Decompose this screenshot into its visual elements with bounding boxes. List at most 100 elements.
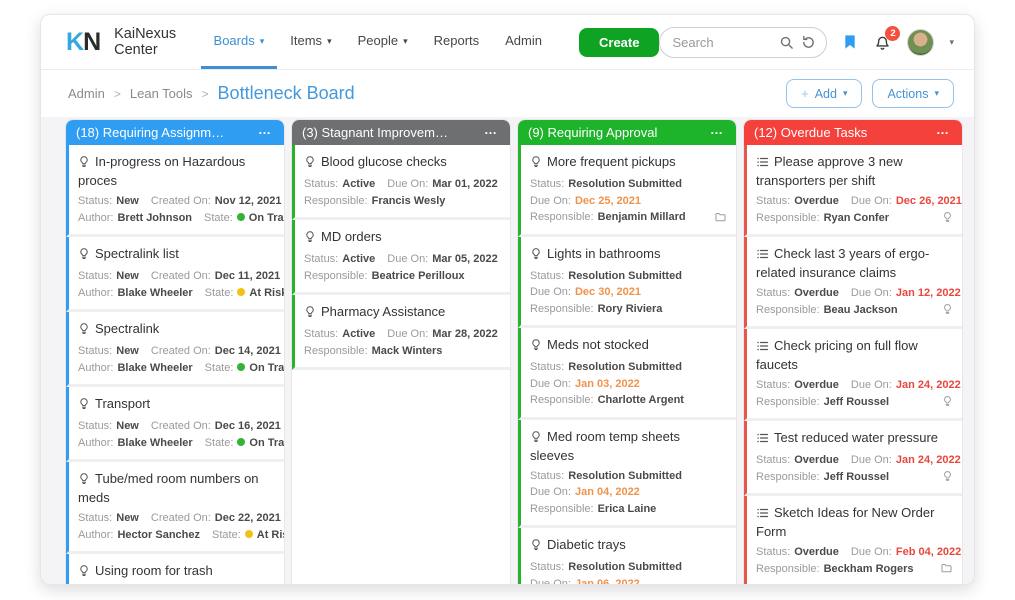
card[interactable]: Check pricing on full flow faucets Status… [744, 329, 962, 421]
column-header: (3) Stagnant Improvem… … [292, 120, 510, 145]
card-title: Using room for trash [78, 562, 274, 581]
card-meta-row: Status: Overdue Due On: Jan 24, 2022 [756, 454, 961, 466]
bookmark-icon[interactable] [842, 33, 858, 51]
card[interactable]: Spectralink list Status: New Created On: Dec… [66, 237, 284, 312]
column-menu-button[interactable]: … [484, 121, 498, 137]
task-icon [756, 155, 769, 172]
board-column-1: (18) Requiring Assignm… … In-progress on H… [66, 120, 284, 584]
card-meta-row: Responsible: Jeff Roussel [756, 395, 890, 408]
card[interactable]: Pharmacy Assistance Status: Active Due On: M… [292, 295, 510, 370]
card-meta-row: Status: Resolution Submitted [530, 561, 682, 573]
card-title: Please approve 3 new transporters per sh… [756, 154, 903, 188]
card-meta-row: Responsible: Erica Laine [530, 502, 657, 515]
card[interactable]: Transport Status: New Created On: Dec 16, 20… [66, 387, 284, 462]
improvement-bulb-icon [530, 538, 542, 555]
column-header: (18) Requiring Assignm…… [66, 120, 284, 145]
breadcrumb-lean-tools[interactable]: Lean Tools [129, 86, 193, 101]
card-meta-row: Status: Resolution Submitted [530, 469, 682, 482]
state-dot-icon [236, 212, 245, 221]
card-title: Pharmacy Assistance [304, 303, 500, 322]
state-dot-icon [237, 437, 246, 446]
card[interactable]: Lights in bathrooms Status: Resolution Sub… [518, 236, 736, 328]
card-meta-row: Due On: Dec 30, 2021 [530, 286, 642, 298]
card[interactable]: Diabetic trays Status: Resolution Submitte… [518, 528, 736, 584]
card-title: Lights in bathrooms [530, 245, 726, 264]
card[interactable]: In-progress on Hazardous proces Status: Ne… [66, 145, 284, 237]
column-menu-button[interactable]: … [710, 121, 724, 137]
nav-boards[interactable]: Boards ▾ [200, 15, 278, 69]
card[interactable]: Tube/med room numbers on meds Status: New C… [66, 462, 284, 554]
actions-button[interactable]: Actions ▾ [872, 79, 954, 108]
bulb-icon [942, 210, 953, 228]
card[interactable]: Blood glucose checks Status: Active Due On:… [292, 145, 510, 220]
board: (18) Requiring Assignm… … In-progress on H… [41, 117, 974, 584]
card-title: In-progress on Hazardous proces [78, 154, 246, 188]
improvement-bulb-icon [530, 430, 542, 447]
bulb-icon [942, 469, 953, 487]
card[interactable]: More frequent pickups Status: Resolution S… [518, 145, 736, 237]
card[interactable]: Check last 3 years of ergo-related insur… [744, 237, 962, 329]
search-history-icon[interactable] [801, 35, 816, 50]
card-meta-row: Status: New Created On: Dec 14, 2021 [78, 345, 281, 357]
page-title: Bottleneck Board [217, 83, 355, 103]
user-avatar[interactable] [907, 28, 935, 56]
card-title: Check last 3 years of ergo-related insur… [756, 246, 930, 280]
card-meta-row: Status: Active Due On: Mar 28, 2022 [304, 328, 498, 340]
card-title: Med room temp sheets sleeves [530, 428, 680, 463]
bulb-icon [942, 394, 953, 412]
nav-people[interactable]: People ▾ [357, 33, 408, 48]
create-button[interactable]: Create [579, 27, 660, 57]
breadcrumb-row: Admin > Lean Tools > Bottleneck Board + … [41, 70, 974, 117]
card[interactable]: Please approve 3 new transporters per sh… [744, 145, 962, 237]
card[interactable]: Spectralink Status: New Created On: Dec 14, … [66, 312, 284, 387]
column-menu-button[interactable]: … [258, 121, 272, 137]
card-meta-row: Status: Resolution Submitted [530, 361, 682, 373]
card[interactable]: Sketch Ideas for New Order Form Status: Ov… [744, 496, 962, 584]
improvement-bulb-icon [78, 247, 90, 264]
nav-admin[interactable]: Admin [505, 33, 542, 48]
card-meta-row: Responsible: Benjamin Millard [530, 211, 686, 223]
improvement-bulb-icon [530, 155, 542, 172]
column-body: Please approve 3 new transporters per sh… [744, 145, 962, 584]
breadcrumb-admin[interactable]: Admin [68, 86, 105, 101]
search-icon[interactable] [779, 35, 794, 50]
chevron-down-icon: ▾ [842, 88, 848, 98]
chevron-down-icon: ▾ [259, 36, 265, 46]
folder-icon [714, 210, 727, 228]
card-meta-row: Author: Blake Wheeler State: At Risk [78, 286, 284, 299]
search-input[interactable] [672, 34, 773, 50]
improvement-bulb-icon [78, 397, 90, 414]
bulb-icon [942, 302, 953, 320]
card-title: Spectralink [78, 320, 274, 339]
card-title: Sketch Ideas for New Order Form [756, 505, 935, 539]
card-meta-row: Status: Active Due On: Mar 01, 2022 [304, 178, 498, 190]
card[interactable]: Test reduced water pressure Status: Overdu… [744, 421, 962, 496]
nav-reports[interactable]: Reports [433, 33, 480, 48]
state-dot-icon [237, 362, 246, 371]
card[interactable]: Med room temp sheets sleeves Status: Resol… [518, 419, 736, 528]
chevron-down-icon: ▾ [403, 36, 408, 46]
notification-badge: 2 [885, 26, 901, 41]
card-title: Diabetic trays [530, 536, 726, 555]
notifications-bell-icon[interactable]: 2 [873, 26, 901, 52]
nav-items[interactable]: Items ▾ [290, 33, 332, 48]
card-meta-row: Due On: Dec 25, 2021 [530, 194, 642, 207]
card[interactable]: MD orders Status: Active Due On: Mar 05, 202… [292, 220, 510, 295]
column-title: (3) Stagnant Improvem… [302, 125, 448, 140]
add-button[interactable]: + Add ▾ [786, 79, 863, 108]
user-menu-chevron-icon[interactable]: ▾ [949, 36, 954, 47]
column-menu-button[interactable]: … [936, 121, 950, 137]
card[interactable]: Meds not stocked Status: Resolution Submit… [518, 328, 736, 420]
breadcrumb-separator: > [201, 86, 209, 101]
state-dot-icon [244, 529, 253, 538]
card-title: MD orders [304, 228, 500, 247]
card-meta-row: Due On: Jan 03, 2022 [530, 377, 640, 390]
improvement-bulb-icon [530, 247, 542, 264]
